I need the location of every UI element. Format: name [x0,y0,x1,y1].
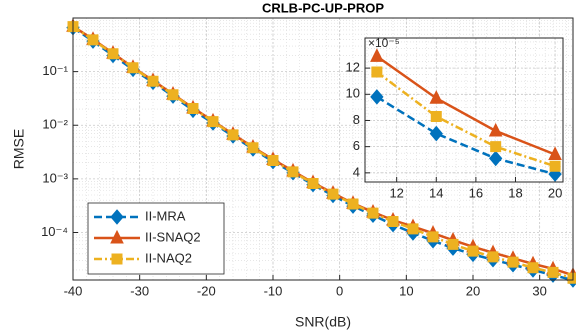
marker [327,188,339,200]
marker [227,129,239,141]
x-tick-label: 20 [466,283,480,298]
inset-plot: 12 14 16 18 20 4 6 8 10 12 ×10⁻⁵ [346,36,564,200]
x-tick-label: -20 [197,283,216,298]
legend-label: II-NAQ2 [145,250,192,265]
marker [548,146,562,161]
x-tick-label: 18 [508,185,522,200]
y-tick-label: 10⁻⁴ [41,224,68,239]
marker [370,89,384,105]
series-line [376,71,556,168]
marker [147,75,159,87]
series-line [376,95,556,176]
marker [488,122,503,137]
x-tick-label: -10 [264,283,283,298]
x-tick-label: 0 [336,283,343,298]
marker [247,142,259,154]
marker [549,160,561,172]
legend-label: II-MRA [145,208,186,223]
marker [467,245,479,257]
marker [127,62,139,74]
marker [307,177,319,189]
x-tick-label: 30 [532,283,546,298]
x-tick-label: 10 [399,283,413,298]
marker [87,34,99,46]
y-tick-label: 6 [353,138,360,153]
marker [407,223,419,235]
marker [429,125,443,142]
x-axis-label: SNR(dB) [295,314,351,330]
axes-box [72,17,574,281]
marker [487,251,499,263]
marker [527,262,539,274]
marker [207,116,219,128]
marker [267,155,279,167]
marker [567,272,576,284]
y-tick-label: 12 [346,60,360,75]
y-tick-label: 4 [353,164,360,179]
marker [107,48,119,60]
marker [547,266,559,278]
marker [387,216,399,228]
marker [548,166,562,182]
marker [489,150,503,167]
marker [507,256,519,268]
x-tick-label: 14 [429,185,443,200]
axes-box [364,37,564,183]
y-tick-label: 10⁻³ [42,170,68,185]
x-tick-label: 20 [548,185,562,200]
marker [371,66,383,78]
marker [427,231,439,243]
marker [187,103,199,115]
x-tick-label: 12 [389,185,403,200]
x-tick-label: -30 [130,283,149,298]
marker [367,207,379,219]
y-tick-label: 10⁻¹ [42,63,68,78]
series-line [376,55,556,156]
chart-title: CRLB-PC-UP-PROP [262,0,384,15]
legend-label: II-SNAQ2 [145,229,201,244]
marker [287,166,299,178]
y-tick-label: 10 [346,86,360,101]
x-tick-label: 16 [469,185,483,200]
marker [370,48,384,62]
marker [111,253,123,265]
y-tick-label: 10⁻² [42,117,68,132]
marker [110,209,124,225]
x-tick-label: -40 [64,283,83,298]
y-axis-label: RMSE [11,129,27,169]
marker [347,198,359,210]
y-exponent-label: ×10⁻⁵ [368,36,400,50]
marker [429,90,444,104]
marker [110,229,124,244]
marker [430,111,442,123]
y-tick-label: 8 [353,112,360,127]
marker [447,238,459,250]
legend: II-MRA II-SNAQ2 II-NAQ2 [87,202,225,275]
marker [167,89,179,101]
marker [490,141,502,153]
